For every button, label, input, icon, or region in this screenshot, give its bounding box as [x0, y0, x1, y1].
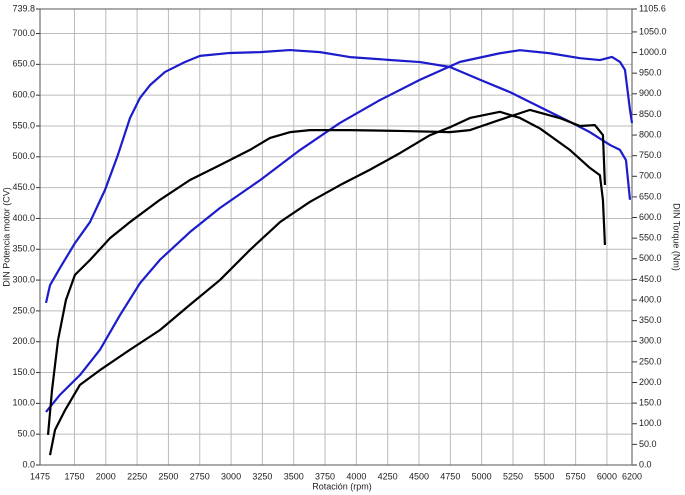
y-tick-label: 100.0 — [12, 398, 35, 408]
y-tick-label: 150.0 — [12, 367, 35, 377]
y2-tick-label: 100.0 — [639, 418, 662, 428]
y-tick-label: 250.0 — [12, 305, 35, 315]
y2-tick-label: 850.0 — [639, 109, 662, 119]
y2-tick-label: 700.0 — [639, 171, 662, 181]
x-tick-label: 5250 — [503, 471, 523, 481]
x-axis-label: Rotación (rpm) — [312, 481, 372, 491]
y2-tick-label: 250.0 — [639, 356, 662, 366]
y-tick-label: 400.0 — [12, 213, 35, 223]
y2-axis-label: DIN Torque (Nm) — [672, 203, 682, 271]
x-tick-label: 1475 — [30, 471, 50, 481]
x-tick-label: 2750 — [190, 471, 210, 481]
series-line — [45, 49, 634, 413]
y2-tick-label: 900.0 — [639, 88, 662, 98]
y2-tick-label: 350.0 — [639, 315, 662, 325]
y-tick-label: 650.0 — [12, 59, 35, 69]
y2-tick-label: 400.0 — [639, 294, 662, 304]
x-tick-label: 3500 — [284, 471, 304, 481]
y-tick-label: 0.0 — [22, 459, 35, 469]
x-tick-label: 5750 — [566, 471, 586, 481]
series-line — [46, 108, 607, 435]
y-tick-label: 450.0 — [12, 182, 35, 192]
y2-tick-label: 500.0 — [639, 253, 662, 263]
y-tick-label: 200.0 — [12, 336, 35, 346]
y2-tick-label: 550.0 — [639, 233, 662, 243]
series-line — [44, 48, 632, 304]
x-tick-label: 2500 — [158, 471, 178, 481]
y-tick-label: 350.0 — [12, 244, 35, 254]
x-tick-label: 1750 — [64, 471, 84, 481]
y2-tick-label: 950.0 — [639, 68, 662, 78]
y-tick-label: 50.0 — [17, 429, 35, 439]
x-tick-label: 4000 — [346, 471, 366, 481]
y-tick-label: 300.0 — [12, 274, 35, 284]
y2-tick-label: 150.0 — [639, 398, 662, 408]
x-tick-label: 6000 — [597, 471, 617, 481]
y2-tick-label: 600.0 — [639, 212, 662, 222]
x-tick-label: 4750 — [440, 471, 460, 481]
series-line — [48, 110, 607, 456]
x-tick-label: 2000 — [96, 471, 116, 481]
y2-tick-label: 1050.0 — [639, 26, 667, 36]
x-tick-label: 3000 — [221, 471, 241, 481]
y-tick-label: 500.0 — [12, 151, 35, 161]
y-axis-label: DIN Potencia motor (CV) — [1, 187, 11, 287]
y2-tick-label: 1105.6 — [639, 3, 666, 13]
x-tick-label: 4250 — [378, 471, 398, 481]
plot-frame — [39, 8, 633, 466]
y-tick-label: 739.8 — [12, 3, 35, 13]
y2-tick-label: 650.0 — [639, 191, 662, 201]
y2-tick-label: 750.0 — [639, 150, 662, 160]
y2-tick-label: 800.0 — [639, 129, 662, 139]
y2-tick-label: 200.0 — [639, 377, 662, 387]
y-tick-label: 600.0 — [12, 90, 35, 100]
y-tick-label: 700.0 — [12, 28, 35, 38]
x-tick-label: 5500 — [534, 471, 554, 481]
y2-tick-label: 50.0 — [639, 439, 657, 449]
y-tick-label: 550.0 — [12, 120, 35, 130]
y2-tick-label: 0.0 — [639, 459, 652, 469]
x-tick-label: 3250 — [252, 471, 272, 481]
x-tick-label: 5000 — [472, 471, 492, 481]
x-tick-label: 6200 — [622, 471, 642, 481]
x-tick-label: 4500 — [409, 471, 429, 481]
y2-tick-label: 1000.0 — [639, 47, 667, 57]
y2-tick-label: 300.0 — [639, 336, 662, 346]
x-tick-label: 3750 — [315, 471, 335, 481]
y2-tick-label: 450.0 — [639, 274, 662, 284]
x-tick-label: 2250 — [127, 471, 147, 481]
